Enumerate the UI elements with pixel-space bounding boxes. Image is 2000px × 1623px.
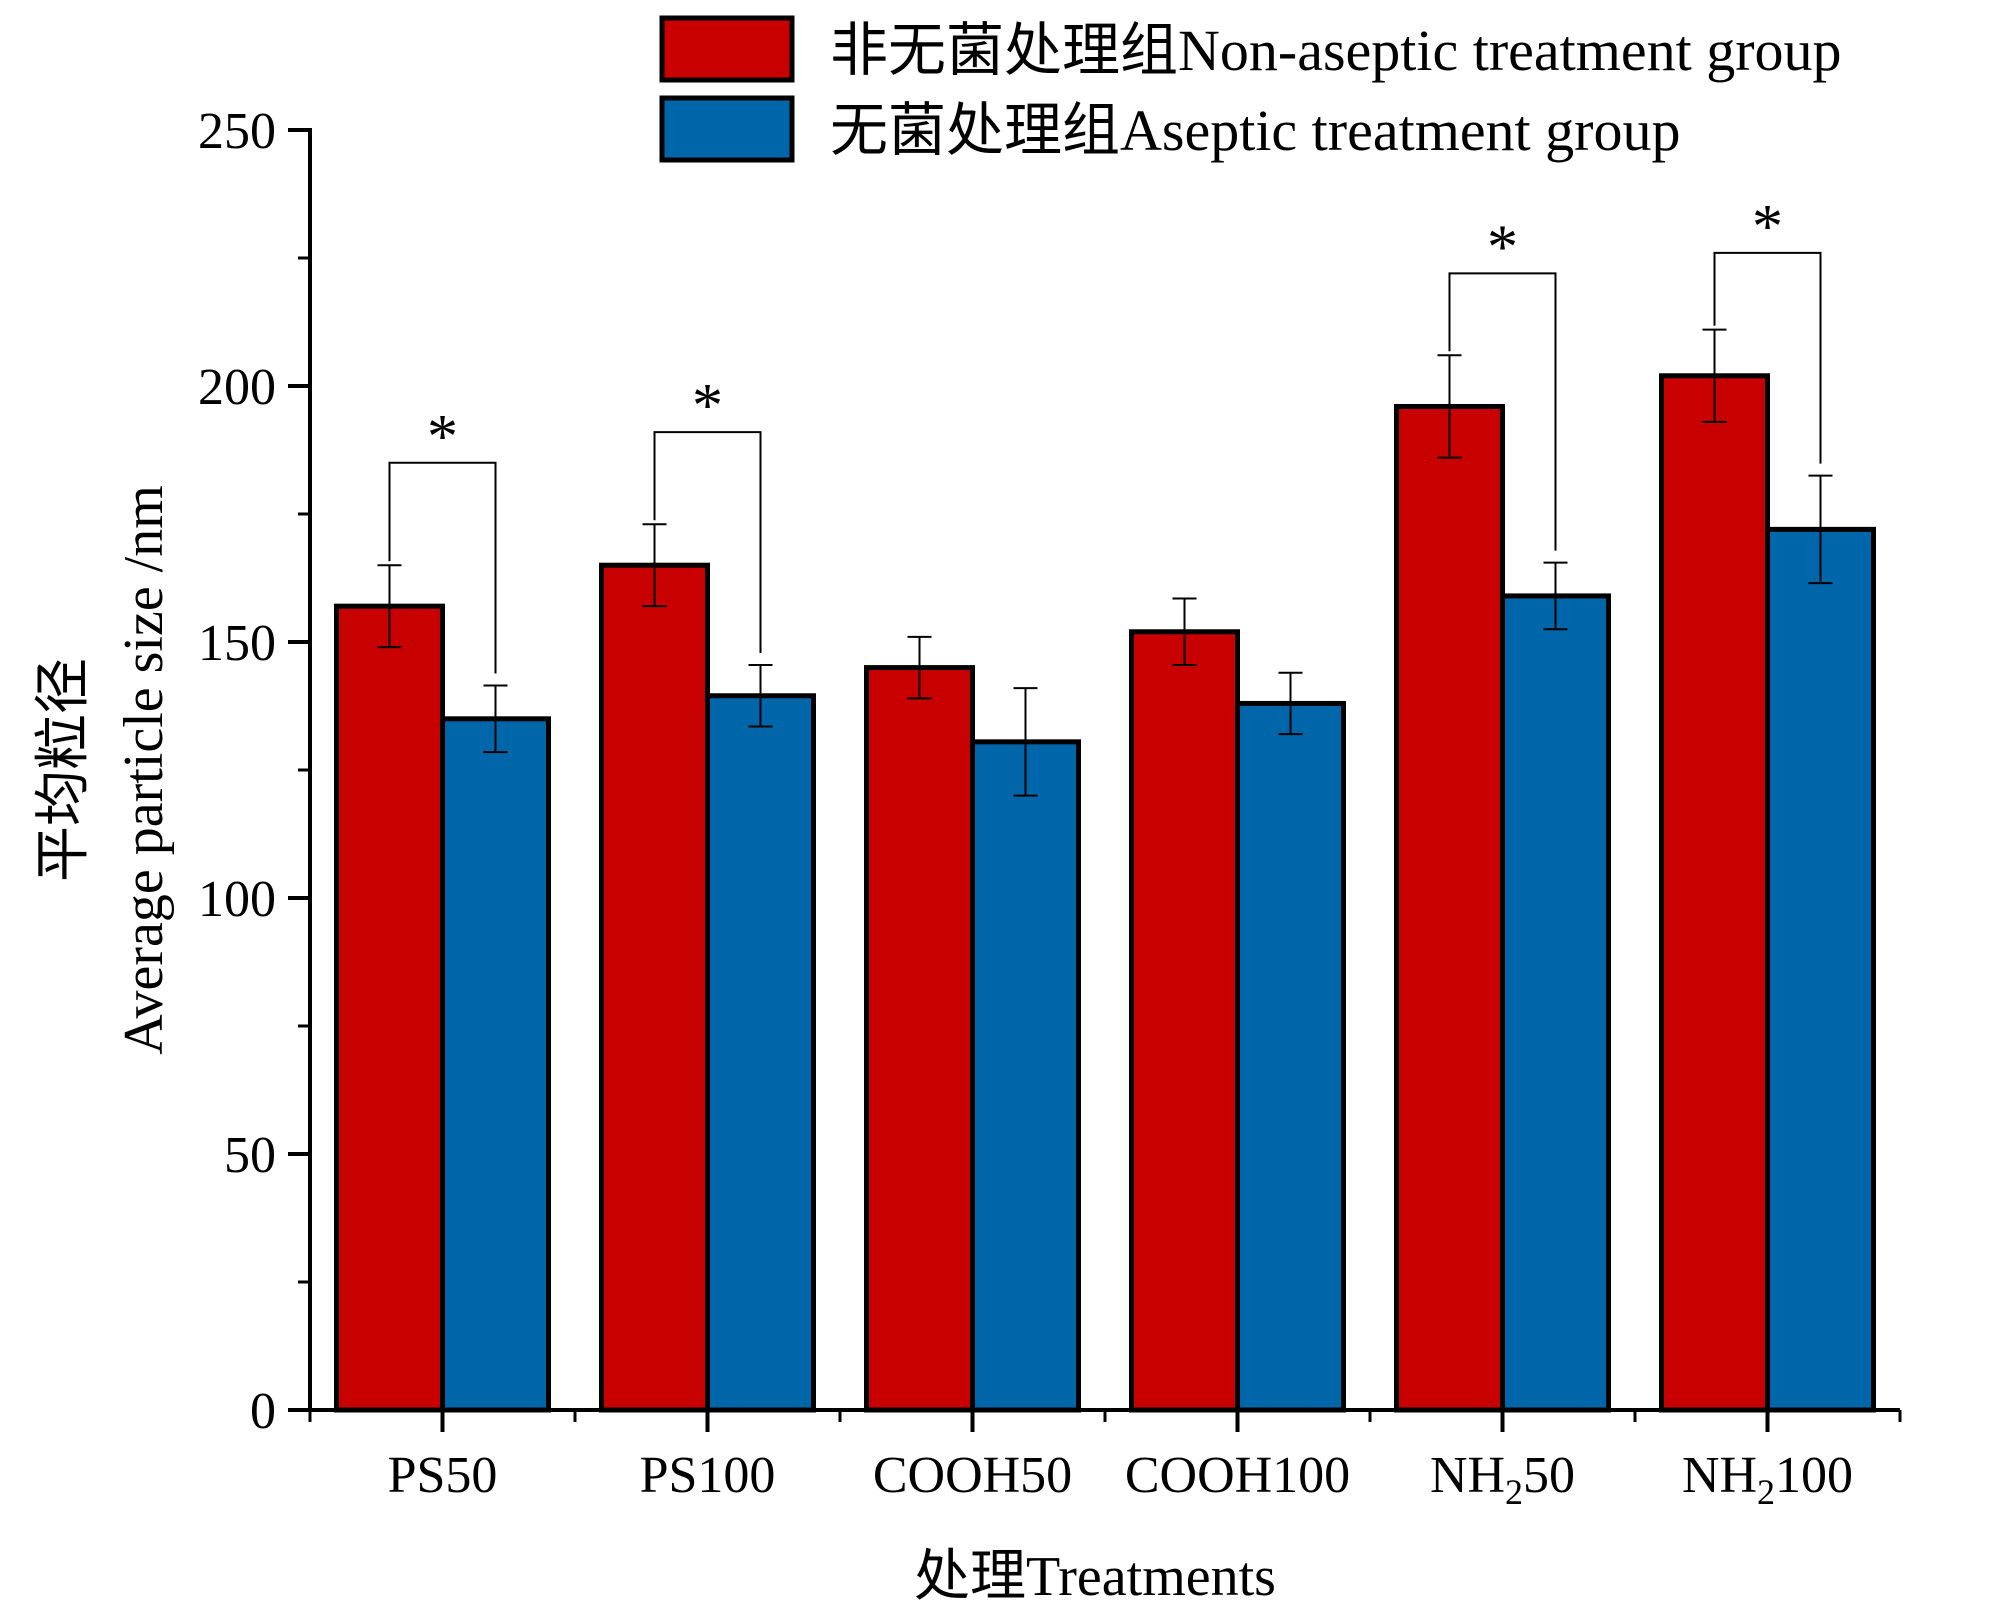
bracket-line <box>653 431 762 654</box>
bar-non-aseptic-1 <box>599 562 710 1413</box>
bar-aseptic-2 <box>970 739 1081 1413</box>
bar-aseptic-3 <box>1235 700 1346 1413</box>
bar-non-aseptic-4 <box>1394 403 1505 1413</box>
y-axis-title-en: Average particle size /nm <box>113 485 175 1055</box>
x-tick-label: NH250 <box>1430 1447 1575 1512</box>
error-bar-0-3 <box>1172 597 1197 667</box>
legend-label-aseptic: 无菌处理组Aseptic treatment group <box>830 98 1681 163</box>
legend-label-non-aseptic: 非无菌处理组Non-aseptic treatment group <box>830 18 1842 83</box>
bar-aseptic-1 <box>705 693 816 1413</box>
bracket-line <box>1713 251 1822 464</box>
significance-layer: * * * * <box>388 193 1822 674</box>
y-tick-label: 250 <box>198 103 276 160</box>
x-axis-title: 处理Treatments <box>914 1546 1276 1608</box>
error-bar-0-5 <box>1702 328 1727 423</box>
bar-aseptic-0 <box>440 716 551 1413</box>
bar-aseptic-4 <box>1500 593 1611 1413</box>
bar-non-aseptic-2 <box>864 665 975 1413</box>
y-tick-label: 100 <box>198 871 276 928</box>
significance-bracket-4: * <box>1448 213 1557 551</box>
error-bars-layer <box>377 328 1833 797</box>
y-tick-label: 0 <box>250 1383 276 1440</box>
y-tick-label: 200 <box>198 359 276 416</box>
y-tick-label: 50 <box>224 1127 276 1184</box>
x-tick-label: NH2100 <box>1682 1447 1853 1512</box>
x-tick-label: COOH100 <box>1125 1447 1350 1504</box>
bar-non-aseptic-3 <box>1129 629 1240 1413</box>
bar-non-aseptic-5 <box>1659 373 1770 1413</box>
x-tick-label: PS100 <box>640 1447 776 1504</box>
y-axis-title-cn: 平均粒径 <box>33 658 95 882</box>
bar-aseptic-5 <box>1765 526 1876 1413</box>
significance-star: * <box>1487 213 1518 281</box>
significance-star: * <box>692 372 723 440</box>
error-bar-1-3 <box>1278 671 1303 736</box>
legend: 非无菌处理组Non-aseptic treatment group 无菌处理组A… <box>659 15 1842 163</box>
y-tick-label: 150 <box>198 615 276 672</box>
error-bar-0-0 <box>377 564 402 649</box>
error-bar-1-1 <box>748 664 773 728</box>
error-bar-1-0 <box>483 684 508 754</box>
bracket-line <box>388 461 497 674</box>
axes-layer <box>288 128 1902 1432</box>
error-bar-1-4 <box>1543 561 1568 631</box>
x-tick-label: PS50 <box>388 1447 498 1504</box>
bar-non-aseptic-0 <box>334 603 445 1413</box>
error-bar-0-1 <box>642 523 667 608</box>
significance-bracket-5: * <box>1713 193 1822 464</box>
significance-star: * <box>1752 193 1783 261</box>
error-bar-0-2 <box>907 635 932 700</box>
significance-bracket-0: * <box>388 403 497 674</box>
x-tick-label: COOH50 <box>873 1447 1072 1504</box>
error-bar-1-5 <box>1808 474 1833 585</box>
legend-swatch-non-aseptic <box>659 15 795 83</box>
labels-layer: 0 50 100 150 200 250 PS50 PS100 COOH50 COOH100 NH2… <box>198 103 1853 1512</box>
legend-swatch-aseptic <box>659 95 795 163</box>
bracket-line <box>1448 272 1557 551</box>
error-bar-1-2 <box>1013 687 1038 797</box>
bars-layer <box>334 373 1876 1413</box>
significance-star: * <box>427 403 458 471</box>
y-axis-title: 平均粒径 Average particle size /nm <box>33 485 175 1055</box>
error-bar-0-4 <box>1437 354 1462 459</box>
significance-bracket-1: * <box>653 372 762 654</box>
